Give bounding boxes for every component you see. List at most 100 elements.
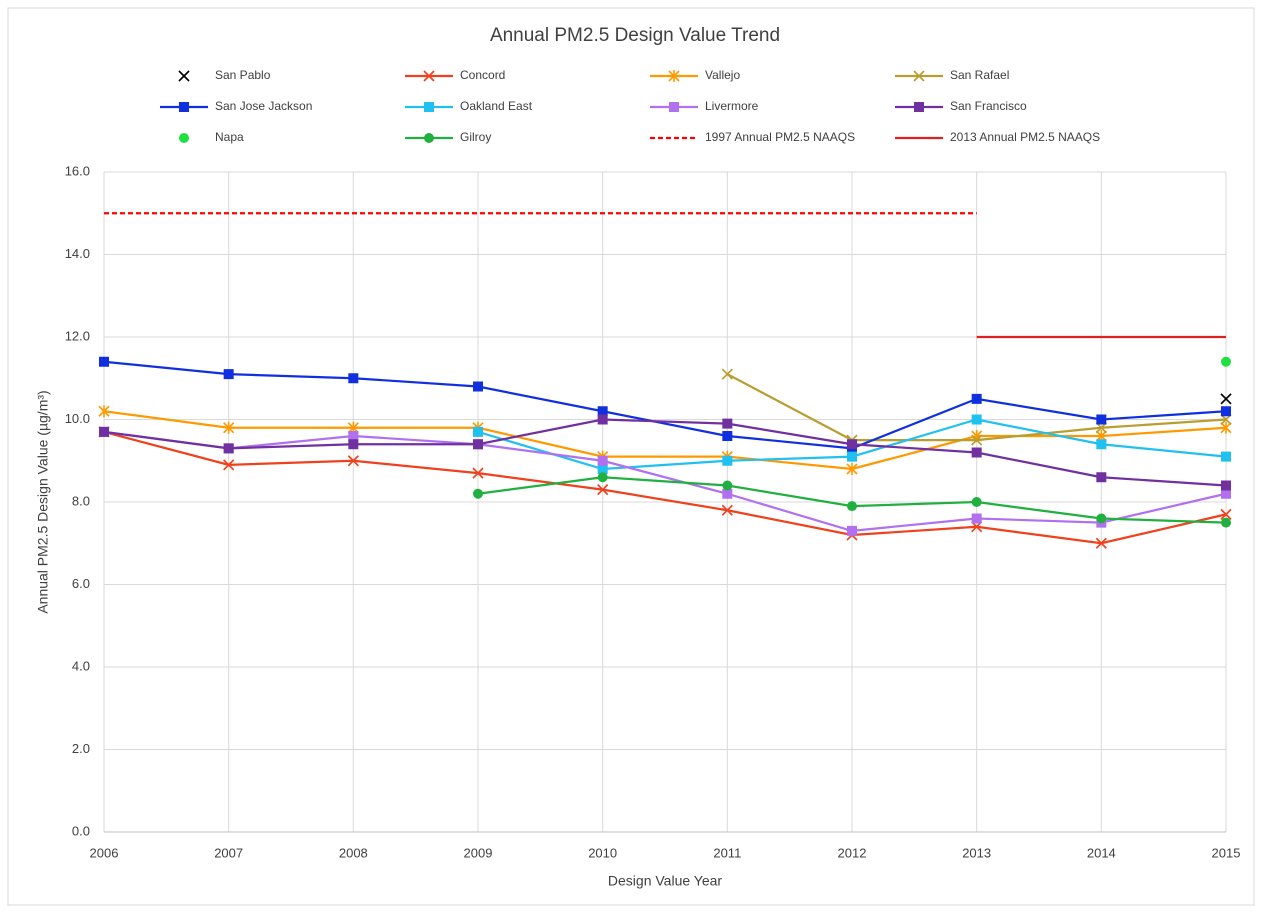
marker xyxy=(347,455,359,467)
marker-shape xyxy=(722,431,733,441)
marker-shape xyxy=(597,406,608,417)
marker xyxy=(971,434,983,446)
x-tick-label: 2012 xyxy=(838,845,867,860)
marker xyxy=(424,133,434,143)
x-tick-label: 2006 xyxy=(90,845,119,860)
marker xyxy=(847,439,857,450)
marker xyxy=(1096,439,1107,450)
marker-shape xyxy=(223,369,234,380)
marker xyxy=(179,102,189,112)
legend-label: San Jose Jackson xyxy=(215,99,312,113)
marker xyxy=(223,421,235,434)
marker-shape xyxy=(473,381,483,392)
marker-shape xyxy=(1096,439,1107,450)
marker-shape xyxy=(597,484,609,496)
marker-shape xyxy=(99,356,109,367)
marker xyxy=(669,102,679,112)
legend-entry: Gilroy xyxy=(405,130,491,144)
marker xyxy=(597,484,609,496)
marker xyxy=(424,102,434,112)
marker xyxy=(1221,480,1231,491)
marker xyxy=(473,426,483,437)
marker-shape xyxy=(971,447,982,458)
marker-shape xyxy=(179,102,189,112)
marker xyxy=(597,464,608,474)
marker-shape xyxy=(1095,537,1107,549)
series-line xyxy=(103,418,1227,487)
marker xyxy=(348,373,359,384)
marker-shape xyxy=(1221,406,1231,417)
marker xyxy=(722,480,733,491)
marker-shape xyxy=(423,70,435,82)
marker xyxy=(668,70,680,82)
marker xyxy=(847,501,857,512)
series-line xyxy=(103,410,1227,471)
marker-shape xyxy=(1221,356,1231,367)
marker-shape xyxy=(971,434,983,446)
legend-entry: 1997 Annual PM2.5 NAAQS xyxy=(650,130,855,144)
marker xyxy=(423,70,435,82)
marker-shape xyxy=(971,513,982,524)
marker xyxy=(1220,393,1232,405)
marker-shape xyxy=(223,443,234,454)
marker xyxy=(971,447,982,458)
marker-shape xyxy=(971,393,982,404)
legend-label: Livermore xyxy=(705,99,759,113)
x-tick-label: 2013 xyxy=(962,845,991,860)
y-tick-label: 16.0 xyxy=(65,163,90,178)
marker xyxy=(223,443,234,454)
marker-shape xyxy=(597,472,608,483)
legend-label: Vallejo xyxy=(705,68,740,82)
marker xyxy=(1221,488,1231,499)
legend-label: Concord xyxy=(460,68,505,82)
marker xyxy=(1221,451,1231,462)
legend-entry: Napa xyxy=(179,130,244,144)
legend-label: Gilroy xyxy=(460,130,491,144)
legend-entry: San Jose Jackson xyxy=(160,99,312,113)
legend-label: San Francisco xyxy=(950,99,1027,113)
marker-shape xyxy=(472,467,484,479)
legend-entry: Concord xyxy=(405,68,505,82)
marker-shape xyxy=(847,525,857,536)
marker-shape xyxy=(913,70,925,82)
series-line xyxy=(103,430,1227,532)
marker xyxy=(722,418,733,429)
y-tick-label: 0.0 xyxy=(72,823,90,838)
marker-shape xyxy=(971,414,982,425)
y-tick-label: 10.0 xyxy=(65,411,90,426)
x-axis-label: Design Value Year xyxy=(608,873,722,889)
marker xyxy=(178,70,190,82)
marker-shape xyxy=(223,421,235,434)
marker-shape xyxy=(847,451,857,462)
marker-shape xyxy=(348,373,359,384)
x-tick-label: 2007 xyxy=(214,845,243,860)
marker-shape xyxy=(914,102,924,112)
marker-shape xyxy=(847,501,857,512)
legend-entry: Oakland East xyxy=(405,99,533,113)
marker-shape xyxy=(1096,414,1107,425)
y-tick-label: 12.0 xyxy=(65,328,90,343)
x-tick-label: 2011 xyxy=(713,845,741,860)
legend-entry: Livermore xyxy=(650,99,759,113)
marker-shape xyxy=(223,459,235,471)
marker xyxy=(1095,537,1107,549)
marker xyxy=(473,381,483,392)
marker-shape xyxy=(424,133,434,143)
y-tick-label: 4.0 xyxy=(72,658,90,673)
marker-shape xyxy=(721,504,733,516)
series-line xyxy=(103,430,1227,545)
marker xyxy=(98,405,110,418)
marker xyxy=(721,504,733,516)
marker-shape xyxy=(1221,517,1231,528)
y-tick-label: 14.0 xyxy=(65,246,90,261)
marker xyxy=(179,133,189,143)
y-tick-label: 2.0 xyxy=(72,741,90,756)
marker-shape xyxy=(597,464,608,474)
marker xyxy=(913,70,925,82)
marker xyxy=(722,431,733,441)
marker xyxy=(971,414,982,425)
marker-shape xyxy=(473,426,483,437)
legend-entry: 2013 Annual PM2.5 NAAQS xyxy=(895,130,1100,144)
marker-shape xyxy=(1220,508,1232,520)
marker xyxy=(971,513,982,524)
